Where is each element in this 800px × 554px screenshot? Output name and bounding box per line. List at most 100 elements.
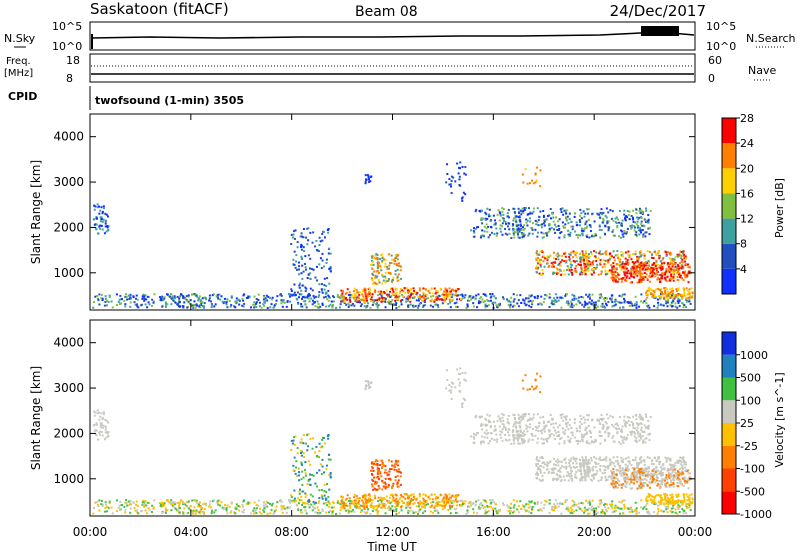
power-echo [481, 217, 484, 220]
power-echo [506, 233, 509, 236]
velocity-echo [100, 499, 103, 502]
velocity-echo [389, 493, 392, 496]
velocity-echo [172, 505, 175, 508]
power-echo [309, 231, 312, 234]
power-echo [594, 232, 597, 235]
power-echo [293, 237, 296, 240]
power-echo [474, 298, 477, 301]
power-echo [661, 293, 664, 296]
power-echo [679, 250, 682, 253]
power-echo [641, 268, 644, 271]
power-echo [520, 301, 523, 304]
power-echo [569, 231, 572, 234]
velocity-echo [524, 510, 527, 513]
power-echo [657, 251, 660, 254]
power-echo [653, 296, 656, 299]
velocity-echo [275, 505, 278, 508]
power-echo [374, 291, 377, 294]
velocity-echo [604, 420, 607, 423]
power-echo [624, 218, 627, 221]
velocity-echo [434, 498, 437, 501]
velocity-echo [384, 512, 387, 515]
nave-tick-bottom: 0 [708, 72, 715, 85]
velocity-echo [380, 475, 383, 478]
power-echo [664, 271, 667, 274]
power-echo [633, 276, 636, 279]
power-echo [418, 287, 421, 290]
power-echo [108, 294, 111, 297]
power-echo [547, 256, 550, 259]
power-echo [325, 261, 328, 264]
power-echo [445, 293, 448, 296]
power-echo [595, 251, 598, 254]
power-echo [344, 292, 347, 295]
velocity-echo [592, 441, 595, 444]
power-echo [631, 253, 634, 256]
velocity-echo [431, 498, 434, 501]
power-echo [211, 294, 214, 297]
power-echo [599, 263, 602, 266]
power-echo [682, 266, 685, 269]
power-echo [645, 231, 648, 234]
power-echo [504, 227, 507, 230]
power-echo [308, 294, 311, 297]
velocity-echo [513, 504, 516, 507]
velocity-echo [399, 483, 402, 486]
velocity-echo [536, 426, 539, 429]
power-echo [472, 230, 475, 233]
velocity-echo [628, 462, 631, 465]
power-echo [512, 219, 515, 222]
power-echo [567, 229, 570, 232]
power-echo [425, 294, 428, 297]
power-echo [622, 235, 625, 238]
power-echo [286, 300, 289, 303]
power-echo [314, 276, 317, 279]
velocity-echo [561, 427, 564, 430]
power-echo [617, 273, 620, 276]
power-echo [528, 304, 531, 307]
velocity-echo [428, 498, 431, 501]
power-echo [372, 282, 375, 285]
power-echo [536, 257, 539, 260]
velocity-echo [363, 493, 366, 496]
power-echo [530, 294, 533, 297]
power-echo [585, 268, 588, 271]
velocity-echo [601, 418, 604, 421]
velocity-echo [166, 499, 169, 502]
velocity-echo [605, 413, 608, 416]
velocity-echo [445, 497, 448, 500]
power-echo [305, 268, 308, 271]
velocity-echo [514, 422, 517, 425]
power-echo [667, 265, 670, 268]
velocity-echo [680, 456, 683, 459]
power-echo [675, 266, 678, 269]
velocity-echo [387, 473, 390, 476]
velocity-echo [588, 459, 591, 462]
velocity-echo [405, 493, 408, 496]
power-echo [128, 297, 131, 300]
velocity-echo [517, 422, 520, 425]
power-echo [630, 226, 633, 229]
velocity-echo [498, 510, 501, 513]
velocity-echo [534, 434, 537, 437]
power-echo [655, 270, 658, 273]
power-echo [535, 271, 538, 274]
power-echo [600, 273, 603, 276]
power-echo [649, 267, 652, 270]
power-echo [567, 222, 570, 225]
velocity-echo [289, 506, 292, 509]
velocity-echo [558, 433, 561, 436]
power-echo [623, 262, 626, 265]
power-echo [631, 216, 634, 219]
velocity-echo [464, 500, 467, 503]
velocity-echo [571, 434, 574, 437]
velocity-echo [361, 499, 364, 502]
velocity-echo [628, 416, 631, 419]
power-echo [354, 294, 357, 297]
velocity-echo [623, 505, 626, 508]
power-echo [648, 287, 651, 290]
power-echo [615, 267, 618, 270]
power-echo [230, 296, 233, 299]
power-echo [552, 216, 555, 219]
power-echo [576, 233, 579, 236]
